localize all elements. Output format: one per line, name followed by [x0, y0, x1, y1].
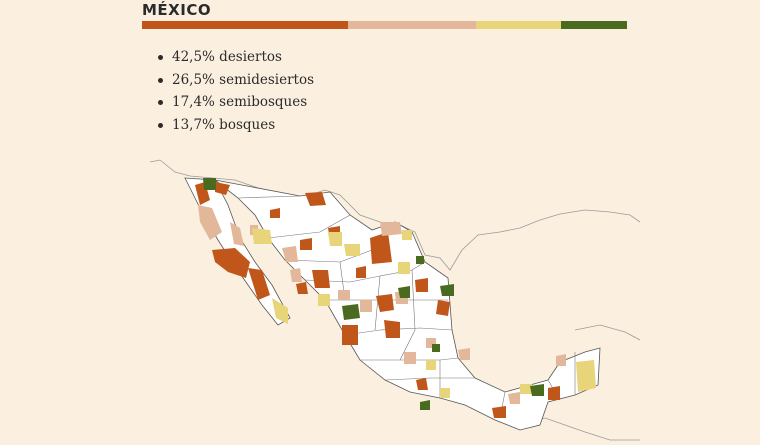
legend-item-desiertos: 42,5% desiertos	[158, 46, 314, 69]
stripe-bosques	[560, 21, 627, 29]
desiertos-areas	[195, 182, 560, 418]
stripe-desiertos	[142, 21, 348, 29]
us-coastline	[149, 159, 641, 271]
legend-list: 42,5% desiertos 26,5% semidesiertos 17,4…	[158, 46, 314, 136]
bosques-areas	[203, 178, 544, 410]
stripe-semibosques	[476, 21, 561, 29]
cuba-outline	[574, 324, 641, 341]
semibosques-areas	[252, 228, 596, 398]
category-stripe	[142, 21, 627, 29]
legend-item-semidesiertos: 26,5% semidesiertos	[158, 69, 314, 92]
legend-item-semibosques: 17,4% semibosques	[158, 91, 314, 114]
map-title: MÉXICO	[142, 1, 212, 19]
stripe-semidesiertos	[347, 21, 477, 29]
legend-item-bosques: 13,7% bosques	[158, 114, 314, 137]
mexico-map	[149, 159, 641, 441]
